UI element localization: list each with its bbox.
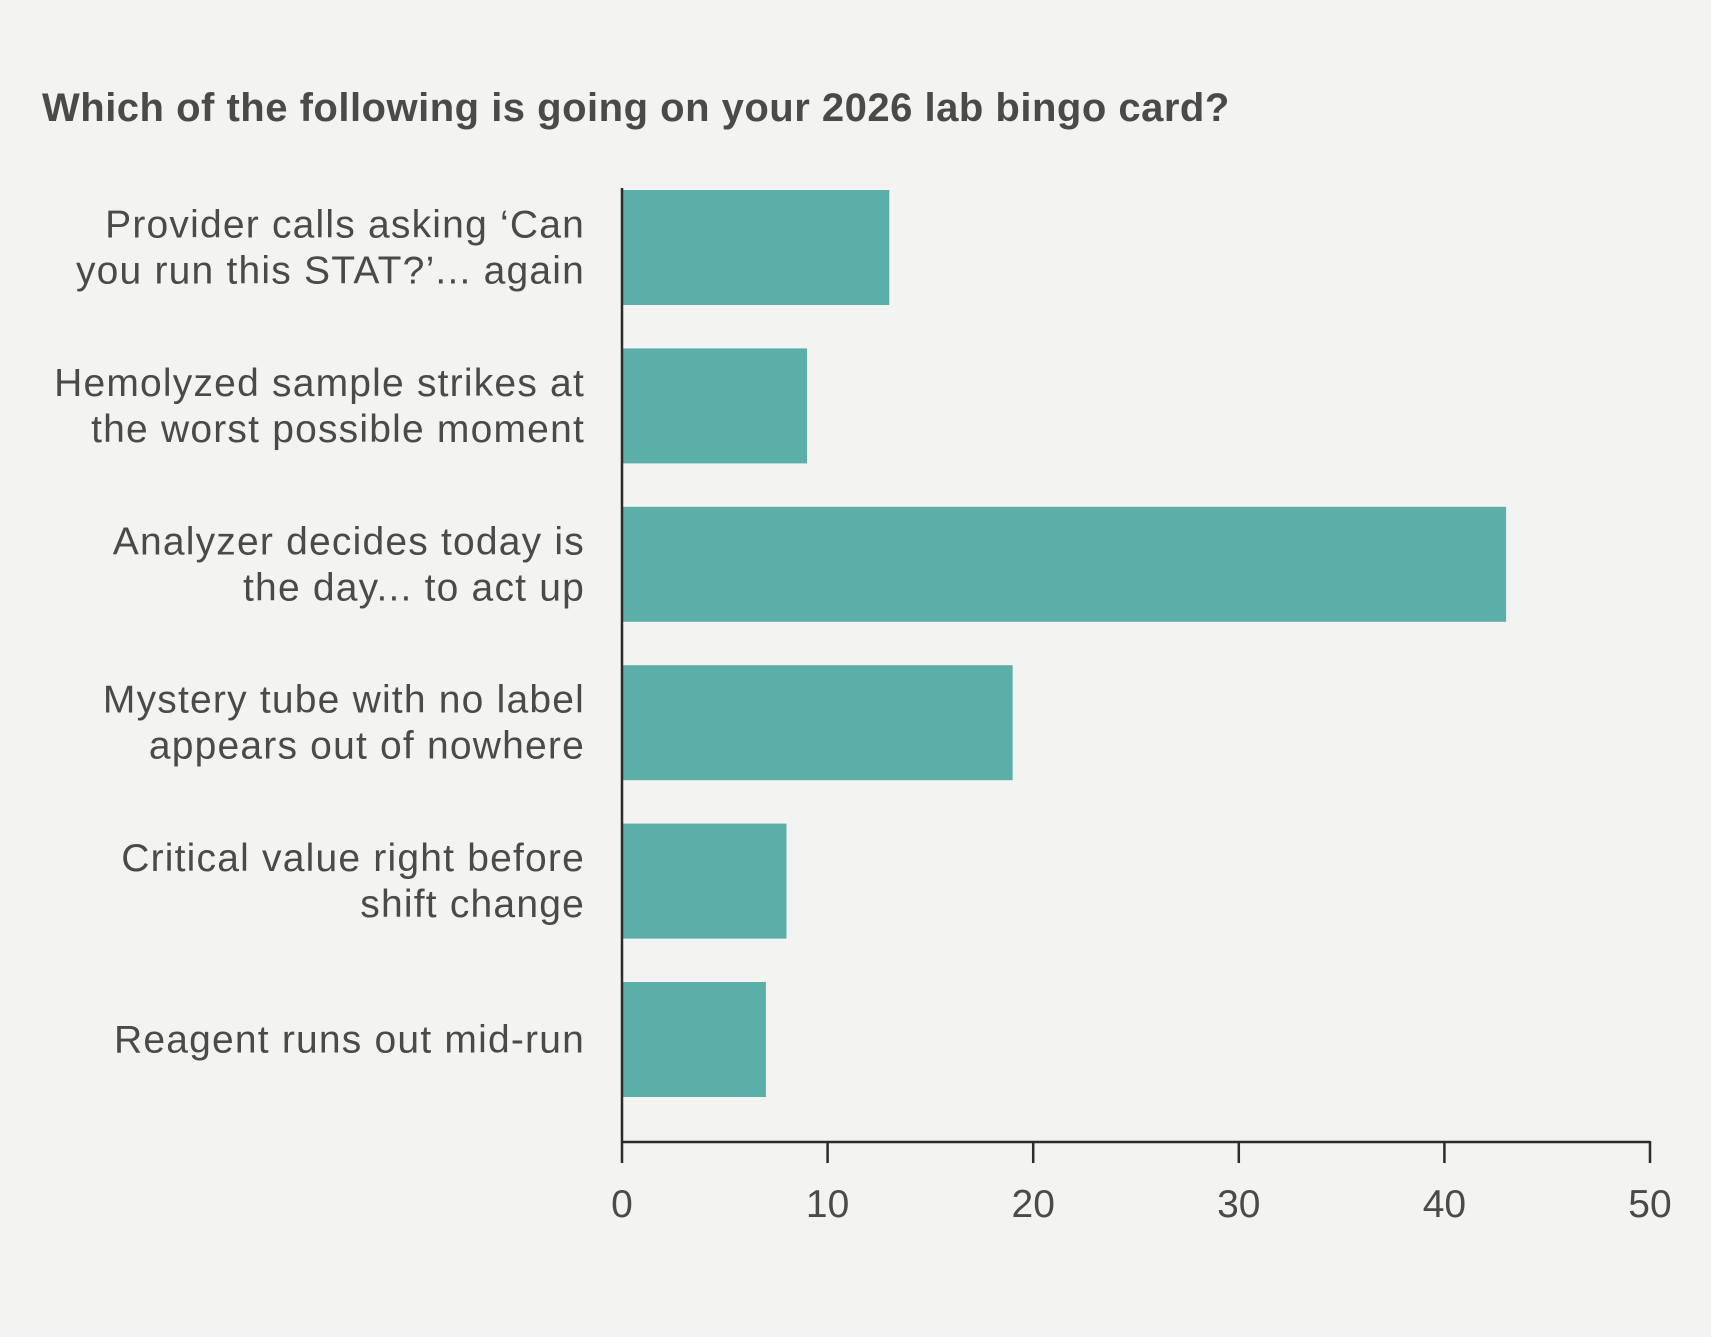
- x-tick-label-3: 30: [1217, 1183, 1260, 1226]
- bar-2: [622, 506, 1507, 622]
- chart-title: Which of the following is going on your …: [42, 86, 1230, 130]
- category-label-2-line-0: Analyzer decides today is: [113, 520, 585, 563]
- category-labels: Provider calls asking ‘Can you run this S…: [54, 204, 585, 1062]
- category-label-3: Mystery tube with no label appears out of…: [103, 679, 585, 768]
- bar-4: [622, 823, 787, 939]
- category-label-4: Critical value right before shift change: [121, 837, 585, 926]
- x-tick-label-5: 50: [1628, 1183, 1671, 1226]
- bar-1: [622, 348, 808, 464]
- category-label-1-line-1: the worst possible moment: [91, 408, 585, 451]
- axes: 0 10 20 30 40 50: [611, 188, 1672, 1226]
- category-label-1-line-0: Hemolyzed sample strikes at: [54, 362, 585, 405]
- x-tick-label-2: 20: [1012, 1183, 1055, 1226]
- category-label-3-line-0: Mystery tube with no label: [103, 679, 585, 722]
- category-label-4-line-0: Critical value right before: [121, 837, 585, 880]
- category-label-2-line-1: the day... to act up: [243, 566, 585, 609]
- category-label-0: Provider calls asking ‘Can you run this S…: [76, 204, 585, 293]
- category-label-5-line-0: Reagent runs out mid-run: [114, 1019, 585, 1062]
- category-label-5: Reagent runs out mid-run: [114, 1019, 585, 1062]
- bar-5: [622, 982, 766, 1097]
- category-label-0-line-1: you run this STAT?’... again: [76, 250, 585, 293]
- bars-layer: [622, 190, 1507, 1097]
- category-label-1: Hemolyzed sample strikes at the worst pos…: [54, 362, 585, 451]
- category-label-4-line-1: shift change: [360, 883, 585, 926]
- x-tick-label-1: 10: [806, 1183, 849, 1226]
- category-label-3-line-1: appears out of nowhere: [149, 725, 585, 768]
- category-label-0-line-0: Provider calls asking ‘Can: [105, 204, 585, 247]
- category-label-2: Analyzer decides today is the day... to a…: [113, 520, 585, 609]
- x-tick-label-4: 40: [1423, 1183, 1466, 1226]
- x-tick-label-0: 0: [611, 1183, 633, 1226]
- bar-0: [622, 190, 890, 305]
- bar-3: [622, 665, 1013, 781]
